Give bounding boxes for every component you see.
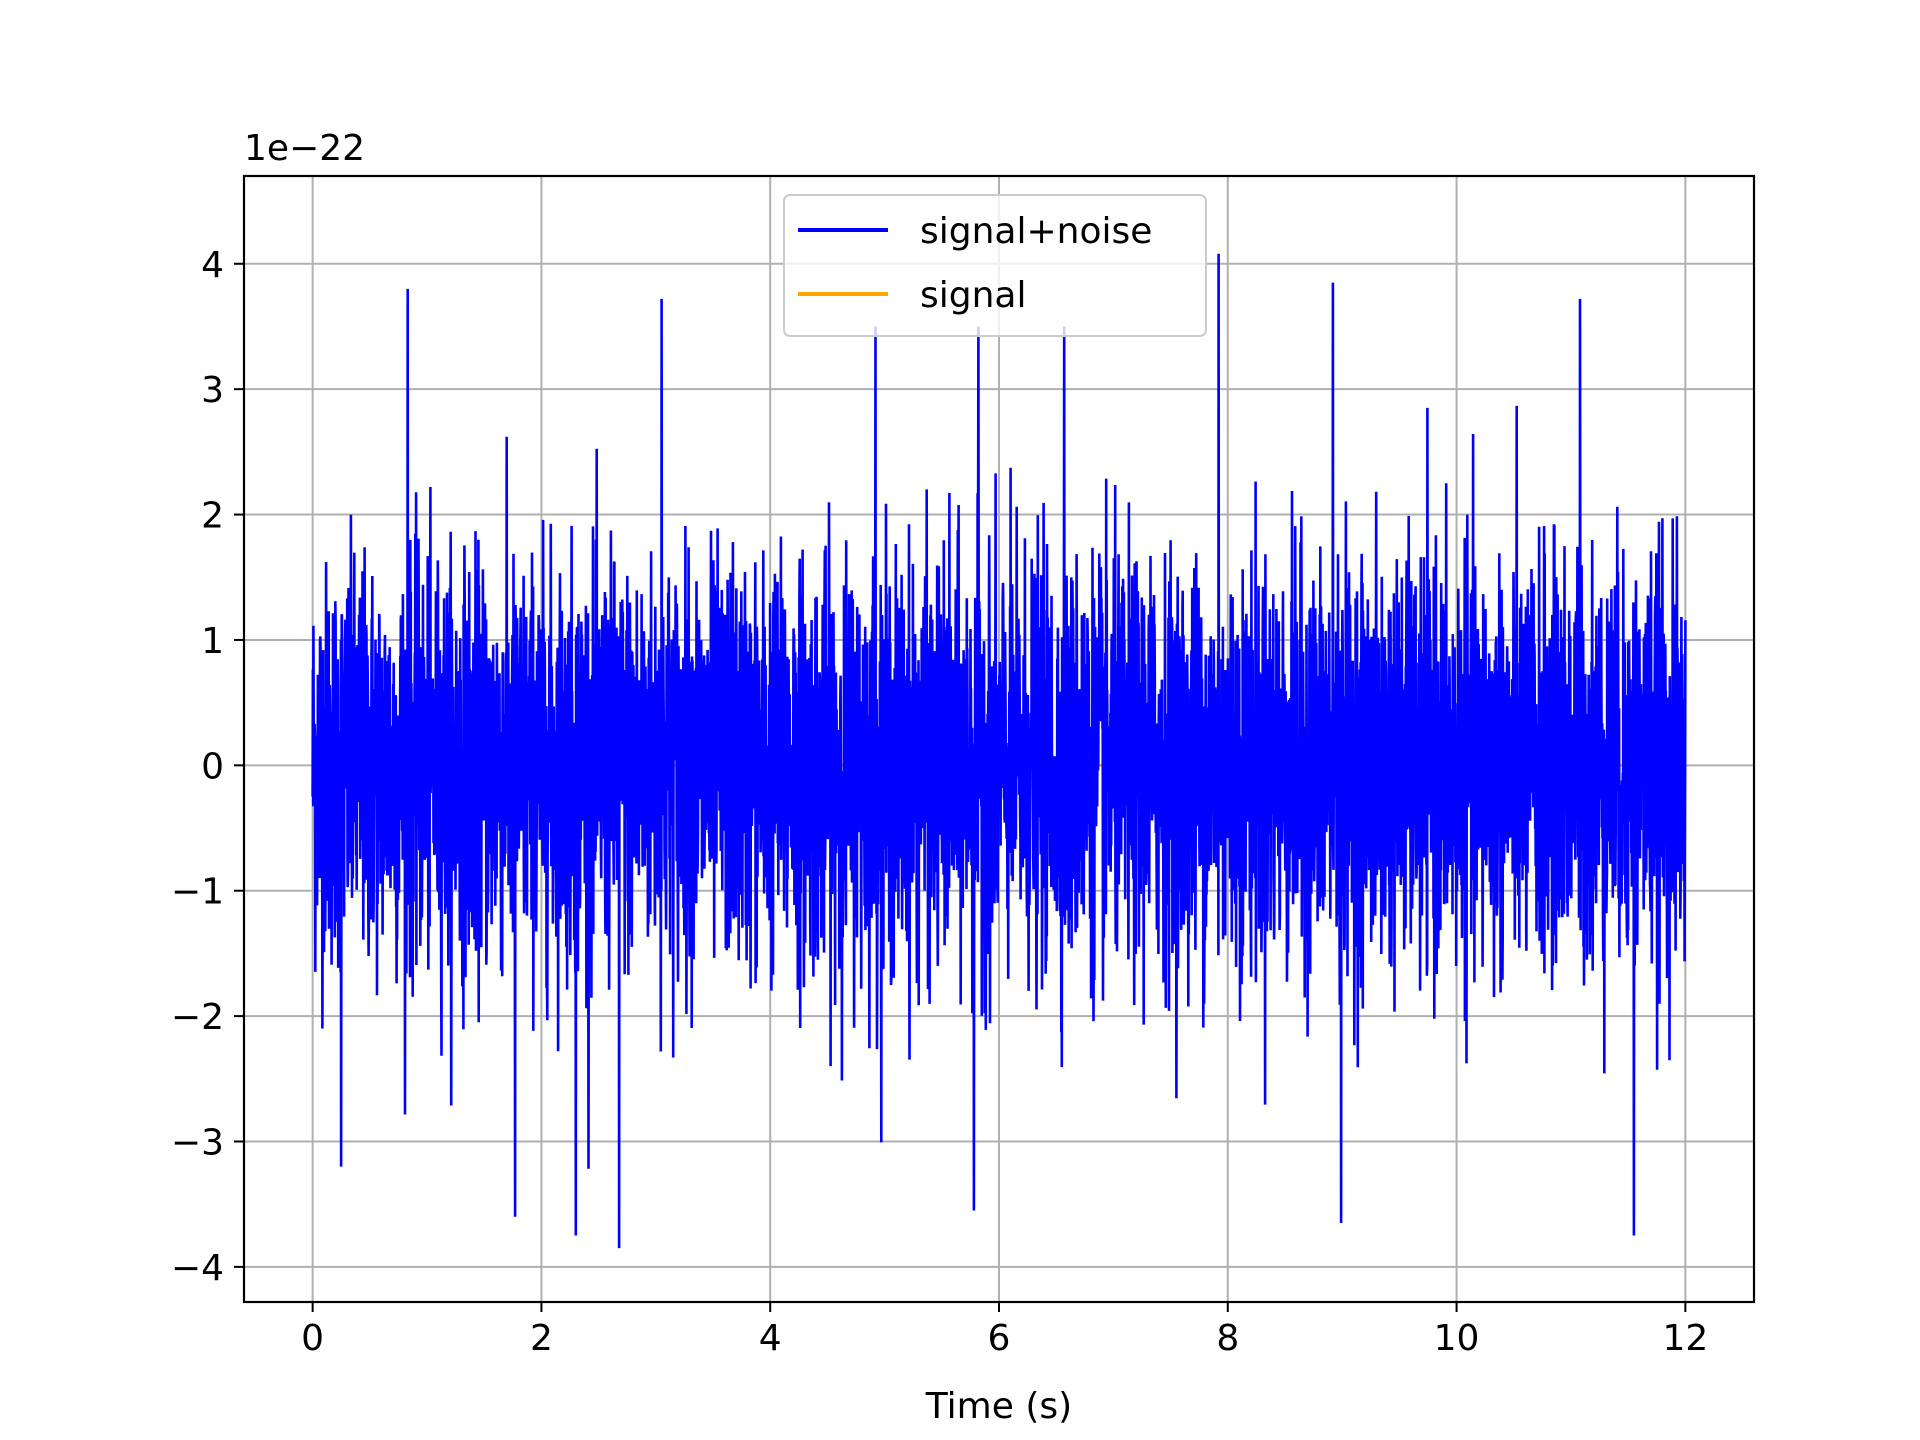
x-tick-label: 8 [1216, 1318, 1239, 1359]
x-tick-label: 6 [988, 1318, 1011, 1359]
legend-box [783, 194, 1207, 337]
y-tick-label: −1 [171, 872, 224, 913]
y-axis-ticks: −4 −3 −2 −1 0 1 2 3 4 [171, 245, 244, 1289]
y-tick-label: 2 [201, 496, 224, 537]
legend-label-signal-noise: signal+noise [920, 211, 1152, 252]
y-tick-label: 4 [201, 245, 224, 286]
x-tick-label: 2 [530, 1318, 553, 1359]
x-tick-label: 0 [301, 1318, 324, 1359]
x-axis-label: Time (s) [925, 1386, 1072, 1427]
x-tick-label: 12 [1662, 1318, 1708, 1359]
y-tick-label: 0 [201, 746, 224, 787]
plot-area [311, 253, 1687, 1249]
legend-label-signal: signal [920, 275, 1027, 316]
y-offset-label: 1e−22 [244, 128, 365, 169]
y-tick-label: −2 [171, 997, 224, 1038]
y-tick-label: −3 [171, 1123, 224, 1164]
x-tick-label: 4 [759, 1318, 782, 1359]
series-line-signal-noise [311, 253, 1687, 1249]
legend: signal+noise signal [783, 194, 1207, 337]
x-tick-label: 10 [1434, 1318, 1480, 1359]
x-axis-ticks: 0 2 4 6 8 10 12 [301, 1302, 1708, 1359]
y-tick-label: 3 [201, 370, 224, 411]
y-tick-label: 1 [201, 621, 224, 662]
y-tick-label: −4 [171, 1248, 224, 1289]
